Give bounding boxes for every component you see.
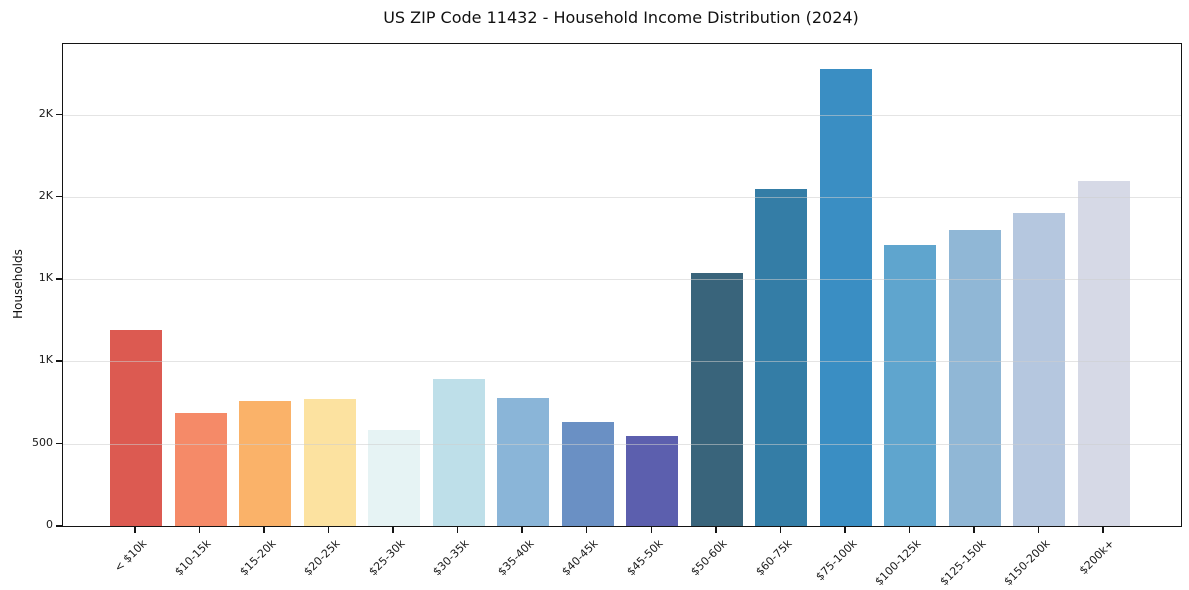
- bar: [239, 400, 292, 526]
- bar: [884, 244, 937, 526]
- x-tick-label: $25-30k: [366, 537, 408, 579]
- y-tick-label: 1K: [38, 271, 53, 285]
- bar: [110, 330, 162, 526]
- x-tick-mark: [779, 526, 782, 533]
- y-tick-mark: [56, 525, 62, 527]
- x-tick-mark: [392, 526, 394, 533]
- x-tick-label: $10-15k: [172, 537, 214, 579]
- x-tick-label: $15-20k: [237, 537, 279, 579]
- x-tick-mark: [973, 526, 975, 533]
- bar: [819, 68, 872, 526]
- x-tick-label: $20-25k: [301, 537, 343, 579]
- y-tick-label: 0: [46, 518, 53, 531]
- bar: [303, 398, 356, 526]
- x-tick-mark: [263, 526, 265, 533]
- x-tick-label: $75-100k: [812, 537, 860, 584]
- y-tick-label: 2K: [38, 188, 53, 202]
- x-tick-label: $30-35k: [430, 537, 472, 579]
- y-tick-mark: [56, 442, 62, 445]
- x-tick-label: $200k+: [1077, 537, 1118, 578]
- gridline: [63, 361, 1181, 363]
- bar: [948, 229, 1001, 526]
- x-tick-label: $150-200k: [1001, 537, 1053, 589]
- y-tick-label: 500: [32, 435, 53, 449]
- x-tick-label: $100-125k: [872, 537, 924, 589]
- x-tick-mark: [327, 526, 330, 533]
- bar: [174, 413, 227, 526]
- x-tick-label: $35-40k: [495, 537, 537, 579]
- y-tick-mark: [56, 195, 62, 198]
- x-tick-mark: [908, 526, 911, 533]
- x-tick-label: $45-50k: [624, 537, 666, 579]
- y-tick-mark: [56, 360, 62, 362]
- x-tick-mark: [1102, 526, 1104, 533]
- y-tick-mark: [56, 278, 62, 280]
- y-tick-label: 2K: [38, 106, 53, 120]
- y-tick-label: 1K: [38, 353, 53, 367]
- x-tick-mark: [521, 526, 523, 533]
- x-tick-mark: [585, 526, 588, 533]
- bar: [561, 422, 614, 526]
- bar: [368, 429, 421, 526]
- bar: [755, 188, 808, 526]
- bar: [1013, 212, 1066, 526]
- bar: [432, 378, 485, 526]
- x-tick-mark: [715, 526, 717, 533]
- x-tick-mark: [198, 526, 201, 533]
- x-tick-mark: [650, 526, 652, 533]
- bar: [1077, 180, 1130, 526]
- x-tick-mark: [1037, 526, 1040, 533]
- x-tick-label: < $10k: [111, 537, 150, 575]
- x-tick-label: $60-75k: [753, 537, 795, 579]
- x-tick-mark: [134, 526, 136, 533]
- x-tick-mark: [844, 526, 846, 533]
- chart-title: US ZIP Code 11432 - Household Income Dis…: [383, 8, 859, 27]
- plot-area: [62, 43, 1182, 527]
- bar: [626, 436, 679, 526]
- bar: [690, 273, 743, 526]
- gridline: [63, 114, 1181, 116]
- gridline: [63, 279, 1181, 281]
- x-tick-label: $40-45k: [559, 537, 601, 579]
- x-tick-label: $125-150k: [936, 537, 989, 589]
- x-tick-label: $50-60k: [688, 537, 731, 579]
- gridline: [63, 443, 1181, 445]
- gridline: [63, 196, 1181, 198]
- bar: [497, 397, 550, 526]
- y-tick-mark: [56, 113, 62, 116]
- x-tick-mark: [456, 526, 459, 533]
